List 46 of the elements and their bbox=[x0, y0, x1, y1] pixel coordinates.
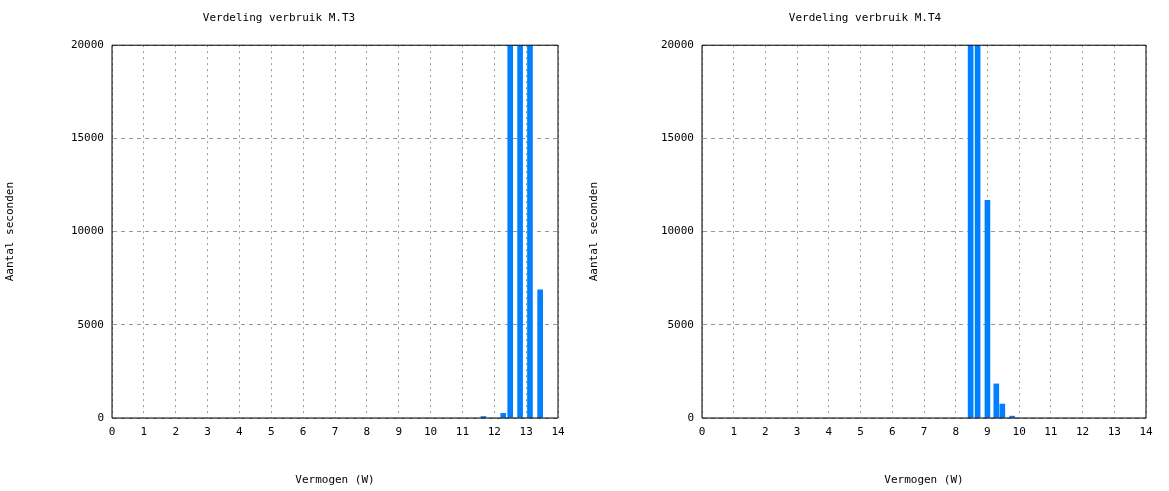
x-tick-label: 13 bbox=[519, 425, 533, 439]
y-tick-label: 15000 bbox=[660, 131, 694, 145]
x-tick-label: 4 bbox=[236, 425, 244, 439]
x-tick-label: 5 bbox=[267, 425, 275, 439]
x-tick-label: 12 bbox=[1075, 425, 1090, 439]
y-tick-label: 0 bbox=[97, 410, 104, 424]
chart-title: Verdeling verbruik M.T4 bbox=[788, 11, 942, 25]
x-tick-label: 1 bbox=[730, 425, 738, 439]
y-tick-label: 15000 bbox=[70, 131, 104, 145]
x-tick-label: 3 bbox=[793, 425, 801, 439]
x-tick-label: 11 bbox=[1044, 425, 1058, 439]
x-tick-label: 6 bbox=[299, 425, 307, 439]
x-axis-title: Vermogen (W) bbox=[295, 473, 375, 487]
x-tick-label: 3 bbox=[204, 425, 211, 439]
y-tick-label: 5000 bbox=[667, 317, 694, 331]
x-tick-label: 8 bbox=[363, 425, 371, 439]
x-tick-label: 0 bbox=[108, 425, 116, 439]
y-tick-label: 5000 bbox=[77, 317, 104, 331]
x-tick-label: 7 bbox=[331, 425, 339, 439]
x-tick-label: 10 bbox=[423, 425, 438, 439]
x-axis-title: Vermogen (W) bbox=[884, 473, 964, 487]
y-axis-title: Aantal seconden bbox=[3, 181, 17, 282]
x-tick-label: 9 bbox=[984, 425, 991, 439]
y-tick-label: 20000 bbox=[660, 38, 694, 52]
x-tick-label: 4 bbox=[825, 425, 833, 439]
x-tick-label: 11 bbox=[455, 425, 470, 439]
x-tick-label: 8 bbox=[952, 425, 960, 439]
y-tick-label: 0 bbox=[687, 410, 694, 424]
x-tick-label: 7 bbox=[920, 425, 928, 439]
y-tick-label: 10000 bbox=[70, 224, 104, 238]
y-axis-title: Aantal seconden bbox=[587, 181, 601, 282]
y-tick-label: 20000 bbox=[70, 38, 104, 52]
x-tick-label: 14 bbox=[1139, 425, 1153, 439]
x-tick-label: 1 bbox=[140, 425, 148, 439]
x-tick-label: 2 bbox=[762, 425, 769, 439]
x-tick-label: 12 bbox=[487, 425, 501, 439]
x-tick-label: 0 bbox=[698, 425, 706, 439]
x-tick-label: 9 bbox=[395, 425, 403, 439]
x-tick-label: 2 bbox=[172, 425, 180, 439]
y-tick-label: 10000 bbox=[660, 224, 694, 238]
chart-title: Verdeling verbruik M.T3 bbox=[202, 11, 356, 25]
x-tick-label: 6 bbox=[888, 425, 896, 439]
x-tick-label: 10 bbox=[1012, 425, 1026, 439]
x-tick-label: 13 bbox=[1107, 425, 1121, 439]
x-tick-label: 14 bbox=[551, 425, 565, 439]
x-tick-label: 5 bbox=[857, 425, 864, 439]
